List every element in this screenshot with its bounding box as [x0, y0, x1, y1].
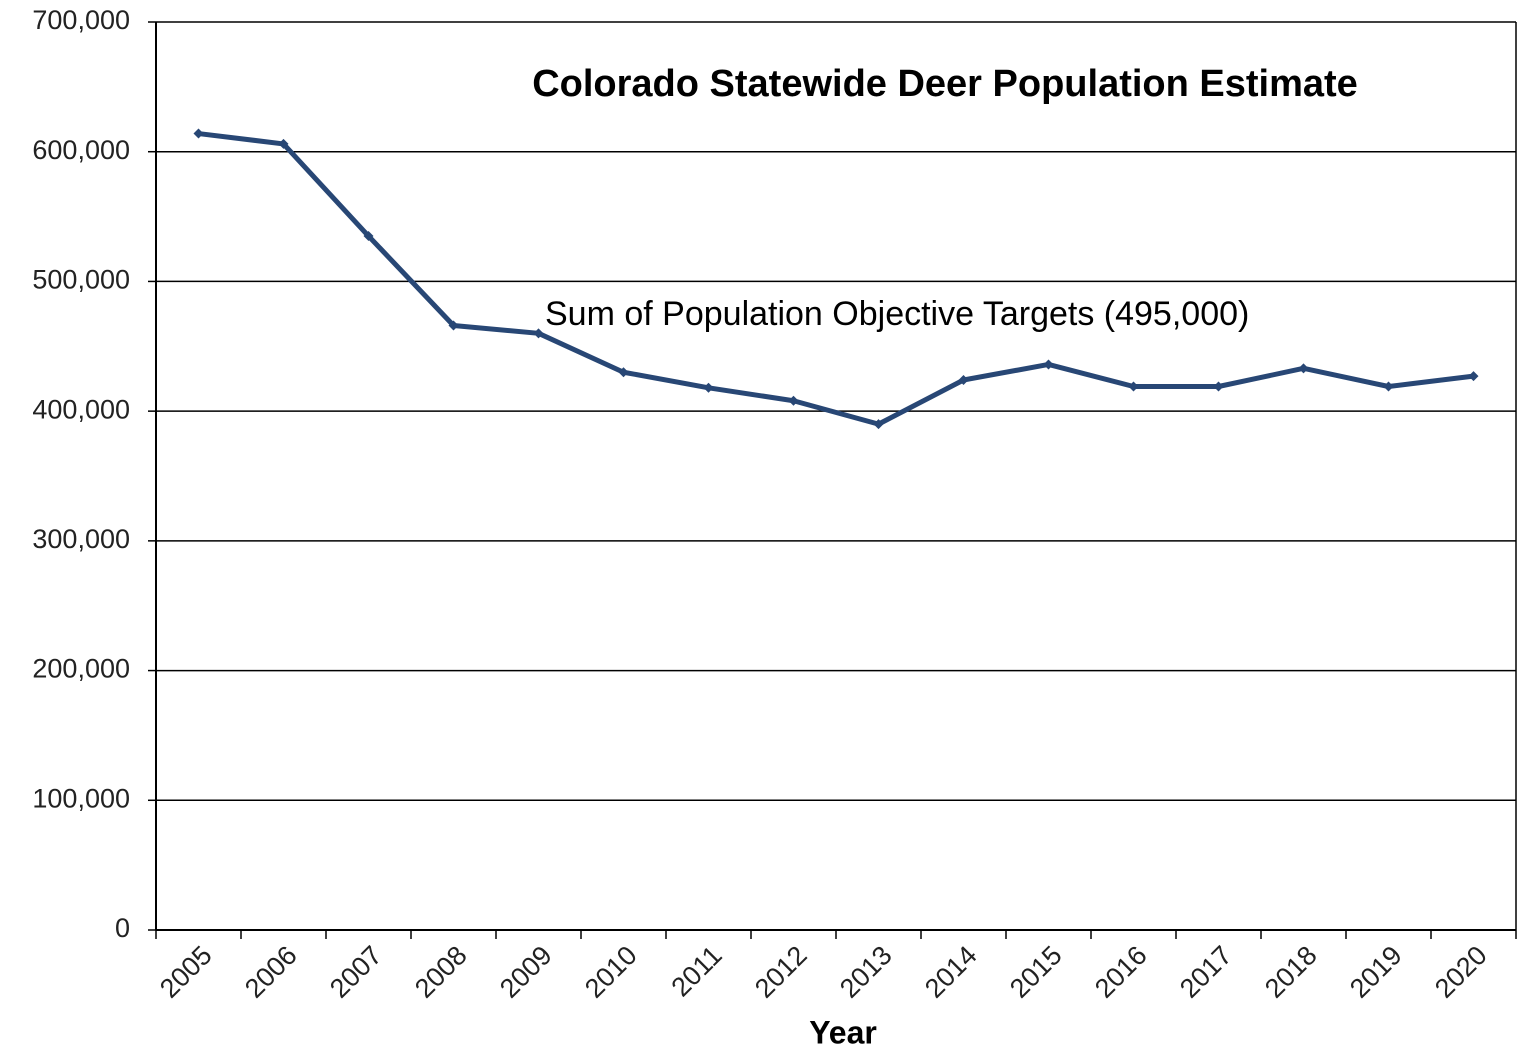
x-tick-label: 2014: [919, 940, 983, 1004]
x-tick-label: 2020: [1429, 940, 1493, 1004]
data-point: [1213, 381, 1224, 392]
x-tick-label: 2012: [749, 940, 813, 1004]
data-point: [1468, 371, 1479, 382]
y-tick-label: 700,000: [32, 5, 130, 35]
data-point: [533, 328, 544, 339]
x-axis-title: Year: [809, 1014, 877, 1050]
x-tick-label: 2019: [1344, 940, 1408, 1004]
data-point: [278, 138, 289, 149]
data-point: [193, 128, 204, 139]
x-tick-label: 2010: [579, 940, 643, 1004]
data-point: [448, 320, 459, 331]
chart-title: Colorado Statewide Deer Population Estim…: [532, 63, 1358, 105]
x-tick-label: 2008: [409, 940, 473, 1004]
data-line: [198, 131, 1474, 427]
x-tick-label: 2011: [666, 940, 728, 1002]
y-tick-label: 400,000: [32, 394, 130, 424]
data-point: [788, 395, 799, 406]
x-tick-label: 2016: [1089, 940, 1153, 1004]
y-tick-label: 0: [115, 913, 130, 943]
x-tick-label: 2018: [1259, 940, 1323, 1004]
data-point: [1128, 381, 1139, 392]
x-tick-label: 2006: [239, 940, 303, 1004]
annotation: Sum of Population Objective Targets (495…: [545, 295, 1249, 333]
x-tick-label: 2013: [834, 940, 898, 1004]
data-point: [363, 231, 374, 242]
x-tick-label: 2015: [1004, 940, 1068, 1004]
x-tick-label: 2005: [154, 940, 218, 1004]
y-tick-label: 300,000: [32, 524, 130, 554]
data-point: [958, 375, 969, 386]
x-tick-label: 2017: [1174, 940, 1238, 1004]
data-point: [1298, 363, 1309, 374]
y-tick-label: 100,000: [32, 783, 130, 813]
data-point: [873, 419, 884, 430]
data-point: [618, 367, 629, 378]
y-tick-label: 600,000: [32, 135, 130, 165]
x-tick-label: 2009: [494, 940, 558, 1004]
data-point: [1383, 381, 1394, 392]
data-point: [1043, 359, 1054, 370]
x-tick-label: 2007: [324, 940, 388, 1004]
y-tick-label: 200,000: [32, 654, 130, 684]
y-tick-label: 500,000: [32, 265, 130, 295]
data-point: [703, 382, 714, 393]
